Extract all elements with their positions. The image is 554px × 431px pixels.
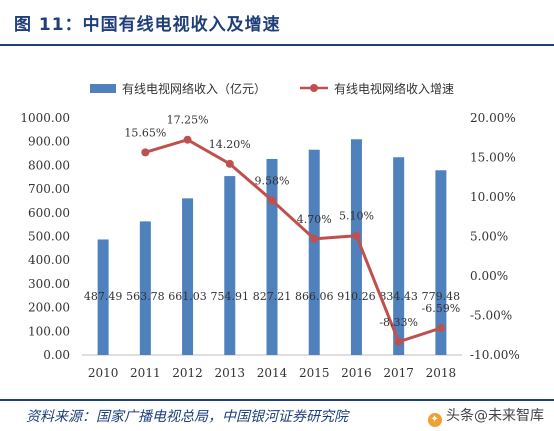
y-right-tick-label: 10.00% (470, 190, 516, 204)
y-left-tick-label: 500.00 (28, 230, 70, 244)
legend: 有线电视网络收入（亿元） 有线电视网络收入增速 (90, 81, 454, 96)
watermark-icon: ✦ (427, 413, 442, 427)
growth-point (141, 148, 150, 157)
bar (139, 221, 151, 355)
growth-line (144, 138, 442, 344)
axes: 0.00 100.00 200.00 300.00 400.00 500.00 600.00… (20, 111, 519, 380)
growth-data-label: 15.65% (124, 126, 166, 139)
combo-chart: 有线电视网络收入（亿元） 有线电视网络收入增速 0.00 100.00 200.00… (20, 81, 519, 380)
bar (393, 157, 405, 355)
x-tick-label: 2012 (172, 366, 203, 380)
y-left-tick-label: 600.00 (28, 206, 70, 220)
bar-data-label: 834.43 (379, 290, 418, 303)
y-left-tick-label: 800.00 (28, 158, 70, 172)
bar-data-label: 866.06 (295, 290, 334, 303)
bar-data-labels: 487.49 563.78 661.03 754.91 827.21 866.06 910.… (84, 290, 460, 303)
growth-point (225, 159, 234, 168)
y-right-tick-label: 15.00% (470, 151, 516, 165)
y-left-tick-label: 400.00 (28, 253, 70, 267)
y-left-tick-label: 300.00 (28, 277, 70, 291)
growth-point (394, 337, 403, 346)
bar (435, 170, 447, 355)
growth-data-label: 17.25% (167, 114, 209, 127)
bar (350, 139, 362, 355)
growth-data-label: 14.20% (209, 138, 251, 151)
x-tick-label: 2013 (215, 366, 246, 380)
growth-data-label: -8.33% (379, 316, 418, 329)
title-underline (0, 44, 554, 46)
y-left-tick-label: 900.00 (28, 135, 70, 149)
legend-bar-label: 有线电视网络收入（亿元） (122, 81, 266, 96)
y-left-tick-label: 700.00 (28, 182, 70, 196)
x-tick-label: 2016 (341, 366, 372, 380)
source-note: 资料来源：国家广播电视总局，中国银河证券研究院 (26, 409, 348, 425)
bar (224, 176, 236, 355)
y-right-tick-label: 0.00% (470, 269, 508, 283)
bar-data-label: 661.03 (168, 290, 207, 303)
legend-line-marker (310, 84, 318, 92)
growth-data-label: -6.59% (422, 302, 461, 315)
y-left-tick-label: 200.00 (28, 301, 70, 315)
growth-point (436, 324, 445, 333)
y-right-tick-label: 5.00% (470, 230, 508, 244)
x-tick-label: 2011 (130, 366, 161, 380)
x-tick-label: 2010 (88, 366, 119, 380)
legend-bar-swatch (90, 84, 116, 93)
bar-series (97, 139, 447, 355)
line-series: 15.65%17.25%14.20% 9.58% 4.70% 5.10% -8.33%-… (124, 114, 460, 346)
bar (182, 198, 194, 355)
x-tick-label: 2018 (426, 366, 457, 380)
bar-data-label: 563.78 (126, 290, 165, 303)
bar-data-label: 827.21 (253, 290, 292, 303)
y-right-tick-label: -10.00% (470, 348, 520, 362)
bar-data-label: 779.48 (422, 290, 461, 303)
legend-line-label: 有线电视网络收入增速 (334, 81, 454, 96)
y-right-tick-label: -5.00% (470, 309, 512, 323)
growth-data-label: 9.58% (255, 174, 290, 187)
y-left-tick-label: 1000.00 (20, 111, 70, 125)
y-left-tick-label: 100.00 (28, 324, 70, 338)
growth-point (310, 234, 319, 243)
y-left-tick-label: 0.00 (43, 348, 70, 362)
watermark: ✦ 头条@未来智库 (427, 405, 544, 427)
footer-rule (0, 399, 554, 401)
bar-data-label: 910.26 (337, 290, 376, 303)
growth-point (352, 231, 361, 240)
growth-data-label: 4.70% (297, 213, 332, 226)
x-tick-label: 2014 (257, 366, 288, 380)
x-tick-label: 2015 (299, 366, 330, 380)
watermark-text: 头条@未来智库 (446, 408, 544, 424)
growth-point (183, 135, 192, 144)
growth-point (268, 196, 276, 205)
bar (308, 149, 320, 355)
x-tick-label: 2017 (383, 366, 414, 380)
bar (97, 239, 109, 355)
y-right-tick-label: 20.00% (470, 111, 516, 125)
growth-data-label: 5.10% (339, 210, 374, 223)
chart-title: 图 11：中国有线电视收入及增速 (14, 15, 281, 35)
bar-data-label: 487.49 (84, 290, 123, 303)
bar-data-label: 754.91 (211, 290, 250, 303)
bar (266, 158, 278, 355)
